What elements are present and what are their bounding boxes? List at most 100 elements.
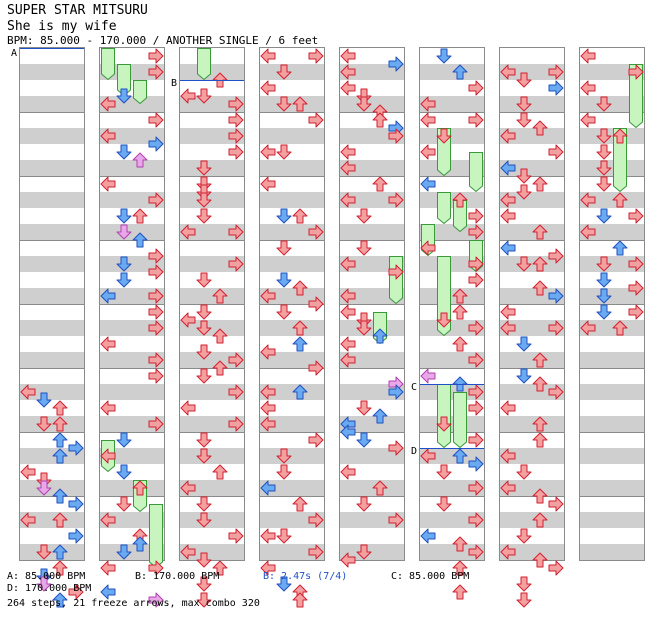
- beat-band: [180, 544, 244, 560]
- step-arrow: [516, 464, 532, 480]
- step-arrow: [196, 88, 212, 104]
- beat-band: [20, 320, 84, 336]
- step-arrow: [196, 160, 212, 176]
- step-arrow: [100, 336, 116, 352]
- beat-band: [180, 320, 244, 336]
- beat-band: [500, 160, 564, 176]
- step-arrow: [52, 560, 68, 576]
- measure-line: [580, 112, 644, 113]
- step-arrow: [292, 592, 308, 608]
- step-arrow: [260, 288, 276, 304]
- measure-line: [580, 240, 644, 241]
- beat-band: [20, 256, 84, 272]
- step-arrow: [292, 496, 308, 512]
- measure-line: [580, 496, 644, 497]
- bpm-a-label: A: 85.000 BPM: [7, 571, 86, 582]
- step-arrow: [228, 224, 244, 240]
- beat-band: [100, 160, 164, 176]
- step-arrow: [308, 544, 324, 560]
- step-arrow: [532, 280, 548, 296]
- step-arrow: [388, 440, 404, 456]
- beat-band: [180, 128, 244, 144]
- beat-band: [340, 96, 404, 112]
- step-arrow: [148, 352, 164, 368]
- measure-line: [100, 368, 164, 369]
- step-arrow: [356, 432, 372, 448]
- beat-band: [180, 160, 244, 176]
- measure-line: [100, 304, 164, 305]
- measure-line: [260, 432, 324, 433]
- step-arrow: [196, 576, 212, 592]
- step-arrow: [292, 280, 308, 296]
- step-arrow: [340, 256, 356, 272]
- step-arrow: [468, 432, 484, 448]
- step-arrow: [420, 368, 436, 384]
- step-arrow: [148, 264, 164, 280]
- beat-band: [100, 128, 164, 144]
- step-arrow: [196, 368, 212, 384]
- beat-band: [180, 480, 244, 496]
- step-arrow: [68, 440, 84, 456]
- step-arrow: [388, 56, 404, 72]
- step-arrow: [212, 328, 228, 344]
- step-arrow: [420, 112, 436, 128]
- step-arrow: [100, 560, 116, 576]
- step-arrow: [100, 584, 116, 600]
- beat-band: [180, 96, 244, 112]
- bpm-marker-line: [20, 48, 84, 49]
- beat-band: [260, 384, 324, 400]
- step-arrow: [292, 336, 308, 352]
- step-arrow: [228, 112, 244, 128]
- step-arrow: [196, 552, 212, 568]
- beat-band: [260, 416, 324, 432]
- step-arrow: [116, 432, 132, 448]
- measure-line: [500, 496, 564, 497]
- beat-band: [420, 480, 484, 496]
- step-arrow: [52, 432, 68, 448]
- measure-line: [500, 432, 564, 433]
- freeze-arrow: [133, 80, 147, 104]
- step-arrow: [436, 48, 452, 64]
- step-arrow: [596, 96, 612, 112]
- beat-band: [340, 512, 404, 528]
- beat-band: [340, 416, 404, 432]
- step-arrow: [500, 128, 516, 144]
- beat-band: [580, 512, 644, 528]
- step-arrow: [308, 112, 324, 128]
- step-arrow: [276, 96, 292, 112]
- step-arrow: [116, 496, 132, 512]
- bpm-marker-label: B: [171, 78, 178, 89]
- step-arrow: [276, 464, 292, 480]
- step-arrow: [372, 176, 388, 192]
- step-arrow: [532, 376, 548, 392]
- measure-line: [260, 304, 324, 305]
- step-arrow: [372, 408, 388, 424]
- step-arrow: [628, 280, 644, 296]
- step-arrow: [548, 248, 564, 264]
- step-arrow: [388, 192, 404, 208]
- step-arrow: [292, 208, 308, 224]
- beat-band: [580, 160, 644, 176]
- step-arrow: [468, 544, 484, 560]
- step-arrow: [196, 512, 212, 528]
- beat-band: [260, 512, 324, 528]
- step-arrow: [500, 544, 516, 560]
- step-arrow: [212, 288, 228, 304]
- step-arrow: [276, 64, 292, 80]
- step-arrow: [372, 112, 388, 128]
- step-arrow: [52, 416, 68, 432]
- beat-band: [20, 288, 84, 304]
- freeze-arrow: [629, 64, 643, 128]
- step-arrow: [196, 272, 212, 288]
- bpm-marker-label: C: [411, 382, 418, 393]
- step-arrow: [452, 304, 468, 320]
- step-arrow: [196, 208, 212, 224]
- beat-band: [260, 320, 324, 336]
- step-arrow: [52, 488, 68, 504]
- step-arrow: [468, 272, 484, 288]
- measure-line: [420, 240, 484, 241]
- beat-band: [500, 288, 564, 304]
- step-arrow: [516, 168, 532, 184]
- beat-band: [580, 64, 644, 80]
- step-arrow: [468, 256, 484, 272]
